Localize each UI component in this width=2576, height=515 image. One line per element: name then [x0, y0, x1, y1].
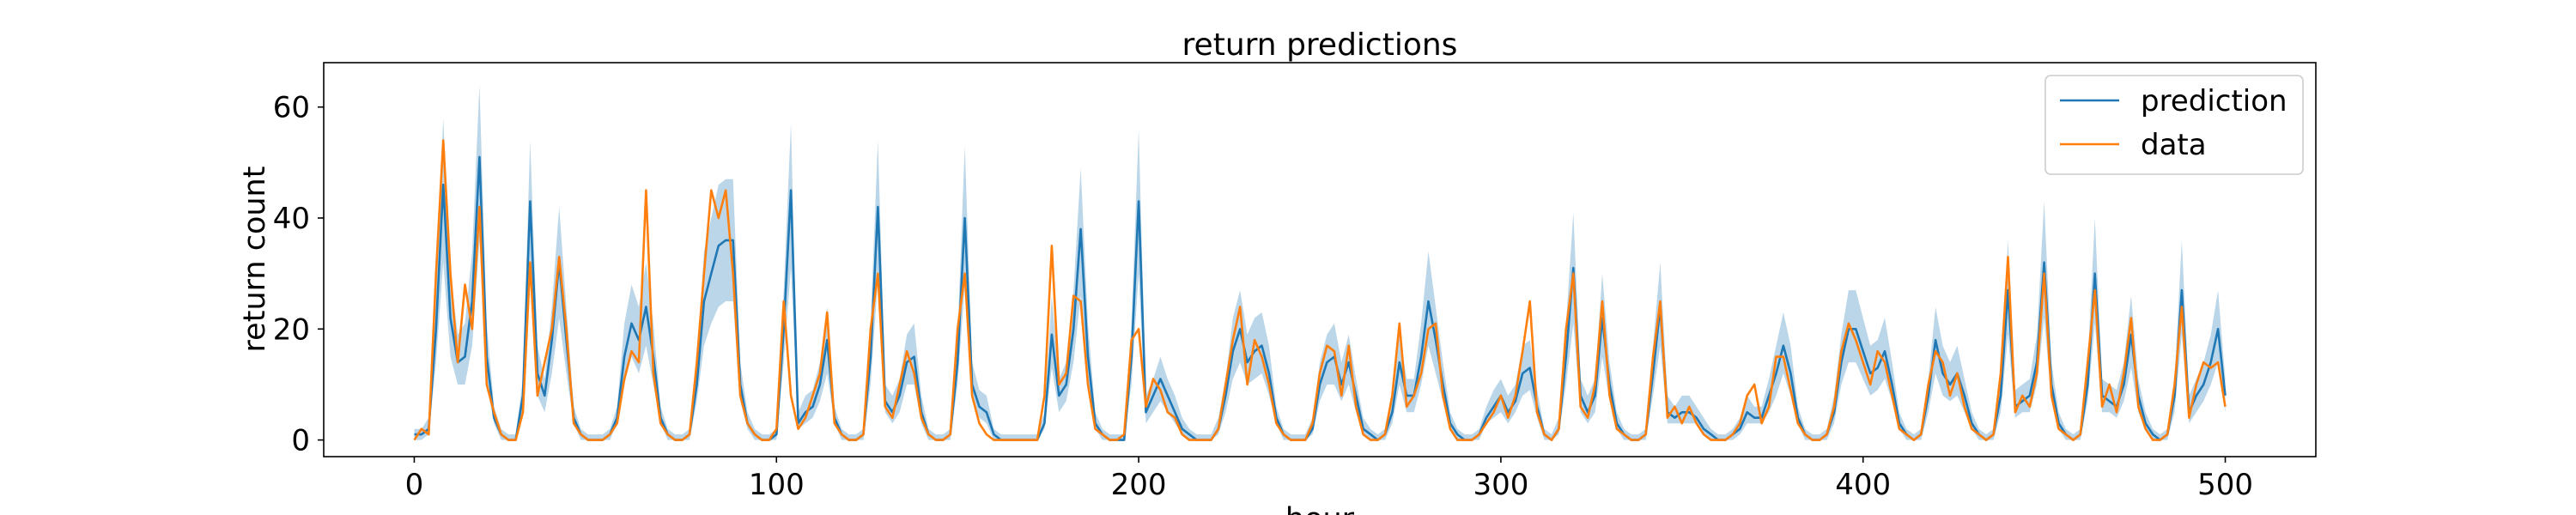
x-tick-label: 0: [405, 468, 424, 502]
x-tick-label: 400: [1835, 468, 1891, 502]
y-tick-label: 40: [273, 202, 310, 236]
y-axis-label: return count: [238, 167, 272, 353]
plot-area: [413, 84, 2227, 441]
legend-label: prediction: [2141, 84, 2287, 118]
plot-frame: [323, 62, 2317, 457]
y-tick-label: 20: [273, 312, 310, 347]
x-tick-label: 300: [1473, 468, 1528, 502]
x-tick-label: 100: [749, 468, 805, 502]
x-tick-label: 200: [1111, 468, 1167, 502]
y-tick-label: 60: [273, 91, 310, 125]
legend-label: data: [2141, 128, 2207, 162]
chart-title: return predictions: [1182, 27, 1458, 63]
legend: prediction data: [2044, 75, 2304, 175]
series-line: [413, 139, 2227, 441]
x-axis-label: hour: [1285, 502, 1355, 515]
x-tick-label: 500: [2197, 468, 2253, 502]
y-tick-label: 0: [291, 424, 310, 458]
